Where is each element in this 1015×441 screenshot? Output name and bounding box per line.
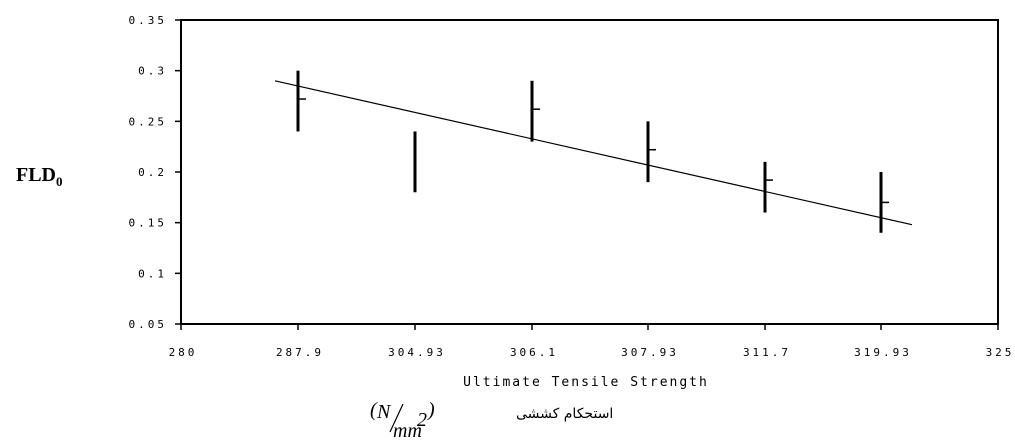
y-tick-label: 0.3	[138, 65, 167, 78]
x-ticks: 280 287.9 304.93 306.1 307.93 311.7 319.93 325	[169, 324, 1015, 359]
x-tick-label: 287.9	[276, 346, 324, 359]
plot-frame	[180, 19, 999, 325]
unit-numerator: N	[376, 401, 392, 423]
unit-denominator: mm	[393, 420, 422, 441]
trendline	[274, 80, 913, 226]
y-tick-label: 0.35	[129, 14, 168, 27]
unit-close-paren: )	[427, 399, 435, 421]
y-ticks: 0.05 0.1 0.15 0.2 0.25 0.3 0.35	[129, 14, 181, 331]
x-axis-label-persian: استحکام کششی	[516, 406, 613, 422]
x-tick-label: 306.1	[510, 346, 558, 359]
y-tick-label: 0.1	[138, 267, 167, 280]
unit-open-paren: (	[370, 399, 378, 421]
y-axis-label: FLD0	[16, 164, 63, 189]
x-tick-label: 325	[986, 346, 1015, 359]
x-axis-label: Ultimate Tensile Strength	[463, 375, 709, 390]
y-tick-label: 0.25	[129, 115, 168, 128]
error-bars	[296, 70, 889, 233]
x-tick-label: 280	[169, 346, 198, 359]
unit-exponent: 2	[417, 409, 427, 431]
x-tick-label: 311.7	[743, 346, 791, 359]
x-tick-label: 307.93	[621, 346, 679, 359]
unit-fraction-slash	[389, 403, 404, 433]
y-tick-label: 0.05	[129, 318, 168, 331]
x-tick-label: 304.93	[388, 346, 446, 359]
y-tick-label: 0.15	[129, 217, 168, 230]
x-axis-unit-label: ( N mm 2 ) استحکام کششی	[370, 399, 613, 441]
x-tick-label: 319.93	[854, 346, 912, 359]
y-tick-label: 0.2	[138, 166, 167, 179]
